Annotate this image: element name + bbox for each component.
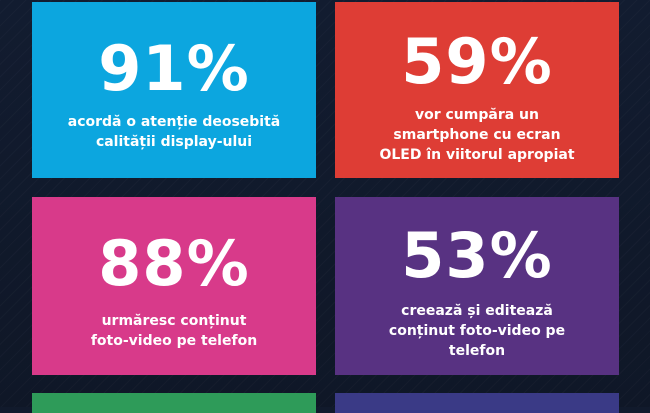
stat-card-create-content: 53% creează și editează conținut foto-vi… — [335, 197, 619, 375]
stat-card-partial-right — [335, 393, 619, 413]
stat-card-oled-purchase: 59% vor cumpăra un smartphone cu ecran O… — [335, 2, 619, 178]
stat-caption: creează și editează conținut foto-video … — [388, 303, 566, 359]
stat-card-watch-content: 88% urmăresc conținut foto-video pe tele… — [32, 197, 316, 375]
stat-value: 59% — [401, 25, 553, 98]
stat-caption: acordă o atenție deosebită calității dis… — [67, 114, 281, 150]
stat-card-display-quality: 91% acordă o atenție deosebită calității… — [32, 2, 316, 178]
stat-value: 88% — [98, 227, 250, 300]
stat-caption: urmăresc conținut foto-video pe telefon — [90, 313, 258, 349]
stat-card-partial-left — [32, 393, 316, 413]
stat-value: 53% — [401, 219, 553, 292]
stat-value: 91% — [98, 32, 250, 105]
stat-caption: vor cumpăra un smartphone cu ecran OLED … — [379, 107, 575, 163]
